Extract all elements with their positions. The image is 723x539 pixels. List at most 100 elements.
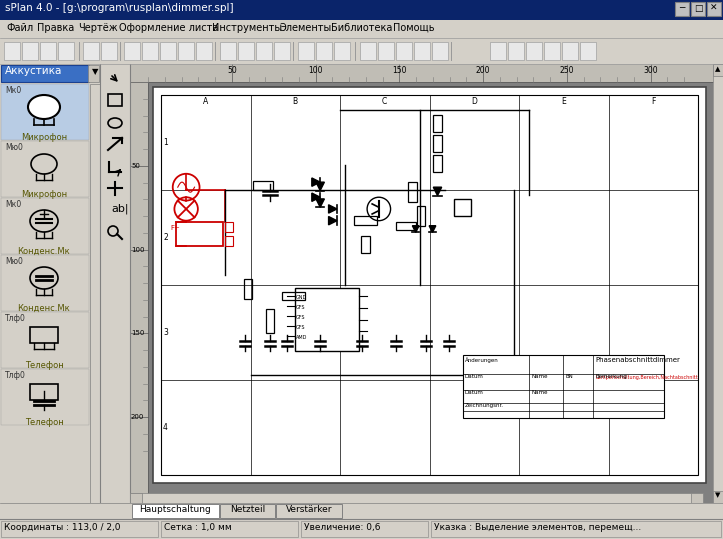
- Text: Телефон: Телефон: [25, 361, 64, 370]
- Bar: [508, 42, 524, 60]
- Bar: [713, 491, 723, 503]
- Text: Конденс.Мк: Конденс.Мк: [17, 304, 70, 313]
- Bar: [1, 65, 89, 82]
- Text: GFS: GFS: [296, 325, 306, 330]
- Bar: [1, 369, 89, 425]
- Text: 100: 100: [308, 66, 323, 75]
- Text: 200: 200: [131, 414, 145, 420]
- Bar: [298, 42, 314, 60]
- Text: Сетка : 1,0 мм: Сетка : 1,0 мм: [164, 523, 232, 532]
- Polygon shape: [328, 217, 337, 225]
- Polygon shape: [316, 199, 325, 208]
- Bar: [130, 64, 713, 503]
- Bar: [707, 2, 721, 16]
- Bar: [58, 42, 74, 60]
- Text: 50: 50: [227, 66, 236, 75]
- Text: Указка : Выделение элементов, перемещ...: Указка : Выделение элементов, перемещ...: [434, 523, 641, 532]
- Text: Phasenabschnittdimmer: Phasenabschnittdimmer: [595, 357, 680, 363]
- Text: Name: Name: [531, 375, 547, 379]
- Bar: [274, 42, 290, 60]
- Bar: [295, 288, 359, 351]
- Text: Помощь: Помощь: [393, 23, 435, 33]
- Bar: [22, 42, 38, 60]
- Bar: [0, 20, 723, 38]
- Text: 100: 100: [131, 246, 145, 253]
- Text: Тлф0: Тлф0: [5, 371, 26, 380]
- Text: GND: GND: [296, 295, 307, 300]
- Bar: [316, 42, 332, 60]
- Text: Тлф0: Тлф0: [5, 314, 26, 323]
- Bar: [88, 65, 99, 82]
- Bar: [432, 42, 448, 60]
- Text: □: □: [694, 4, 702, 13]
- Bar: [433, 155, 442, 172]
- Bar: [362, 236, 369, 252]
- Text: 200: 200: [476, 66, 490, 75]
- Polygon shape: [429, 226, 436, 232]
- Bar: [40, 42, 56, 60]
- Bar: [334, 42, 350, 60]
- Text: Файл: Файл: [6, 23, 33, 33]
- Bar: [130, 493, 703, 503]
- Text: GFS: GFS: [296, 305, 306, 310]
- Text: 150: 150: [392, 66, 406, 75]
- Bar: [691, 493, 703, 503]
- Text: Hauptschaltung: Hauptschaltung: [140, 505, 211, 514]
- Polygon shape: [328, 205, 337, 213]
- Bar: [276, 504, 343, 518]
- Bar: [1, 84, 89, 140]
- Bar: [160, 42, 176, 60]
- Text: 50: 50: [131, 163, 140, 169]
- Text: ▼: ▼: [715, 492, 721, 498]
- Bar: [1, 141, 89, 197]
- Bar: [256, 42, 272, 60]
- Bar: [161, 95, 698, 475]
- Bar: [0, 503, 723, 520]
- Text: Änderungen: Änderungen: [465, 357, 498, 363]
- Bar: [238, 42, 254, 60]
- Text: Телефон: Телефон: [25, 418, 64, 427]
- Bar: [1, 521, 158, 537]
- Bar: [142, 42, 158, 60]
- Text: Координаты : 113,0 / 2,0: Координаты : 113,0 / 2,0: [4, 523, 121, 532]
- Bar: [431, 521, 721, 537]
- Bar: [176, 223, 223, 246]
- Polygon shape: [312, 178, 320, 186]
- Text: 300: 300: [643, 66, 658, 75]
- Bar: [395, 222, 416, 230]
- Text: Оформление листа: Оформление листа: [119, 23, 218, 33]
- Bar: [108, 94, 122, 106]
- Text: Конденс.Мк: Конденс.Мк: [17, 247, 70, 256]
- Bar: [153, 87, 706, 483]
- Bar: [30, 384, 58, 400]
- Bar: [580, 42, 596, 60]
- Text: Netzteil: Netzteil: [230, 505, 265, 514]
- Text: Name: Name: [531, 390, 547, 396]
- Text: 1: 1: [163, 138, 168, 147]
- Bar: [562, 42, 578, 60]
- Text: Datum: Datum: [465, 375, 484, 379]
- Polygon shape: [433, 187, 442, 196]
- Text: ✕: ✕: [710, 4, 718, 13]
- Text: ▼: ▼: [92, 67, 98, 76]
- Bar: [454, 199, 471, 216]
- Bar: [433, 115, 442, 132]
- Text: ab|: ab|: [111, 204, 129, 215]
- Text: AMD: AMD: [296, 335, 307, 340]
- Text: BN: BN: [565, 375, 573, 379]
- Text: C: C: [382, 97, 388, 106]
- Text: F~: F~: [170, 225, 180, 231]
- Bar: [282, 292, 305, 300]
- Bar: [253, 181, 273, 190]
- Bar: [225, 223, 233, 232]
- Text: ▲: ▲: [715, 66, 721, 72]
- Bar: [414, 42, 430, 60]
- Text: Чертёж: Чертёж: [78, 23, 118, 33]
- Text: Bemerkung: Bemerkung: [595, 375, 627, 379]
- Text: Правка: Правка: [37, 23, 74, 33]
- Text: ─: ─: [680, 4, 685, 13]
- Bar: [124, 42, 140, 60]
- Text: Микрофон: Микрофон: [21, 133, 67, 142]
- Bar: [378, 42, 394, 60]
- Bar: [1, 198, 89, 254]
